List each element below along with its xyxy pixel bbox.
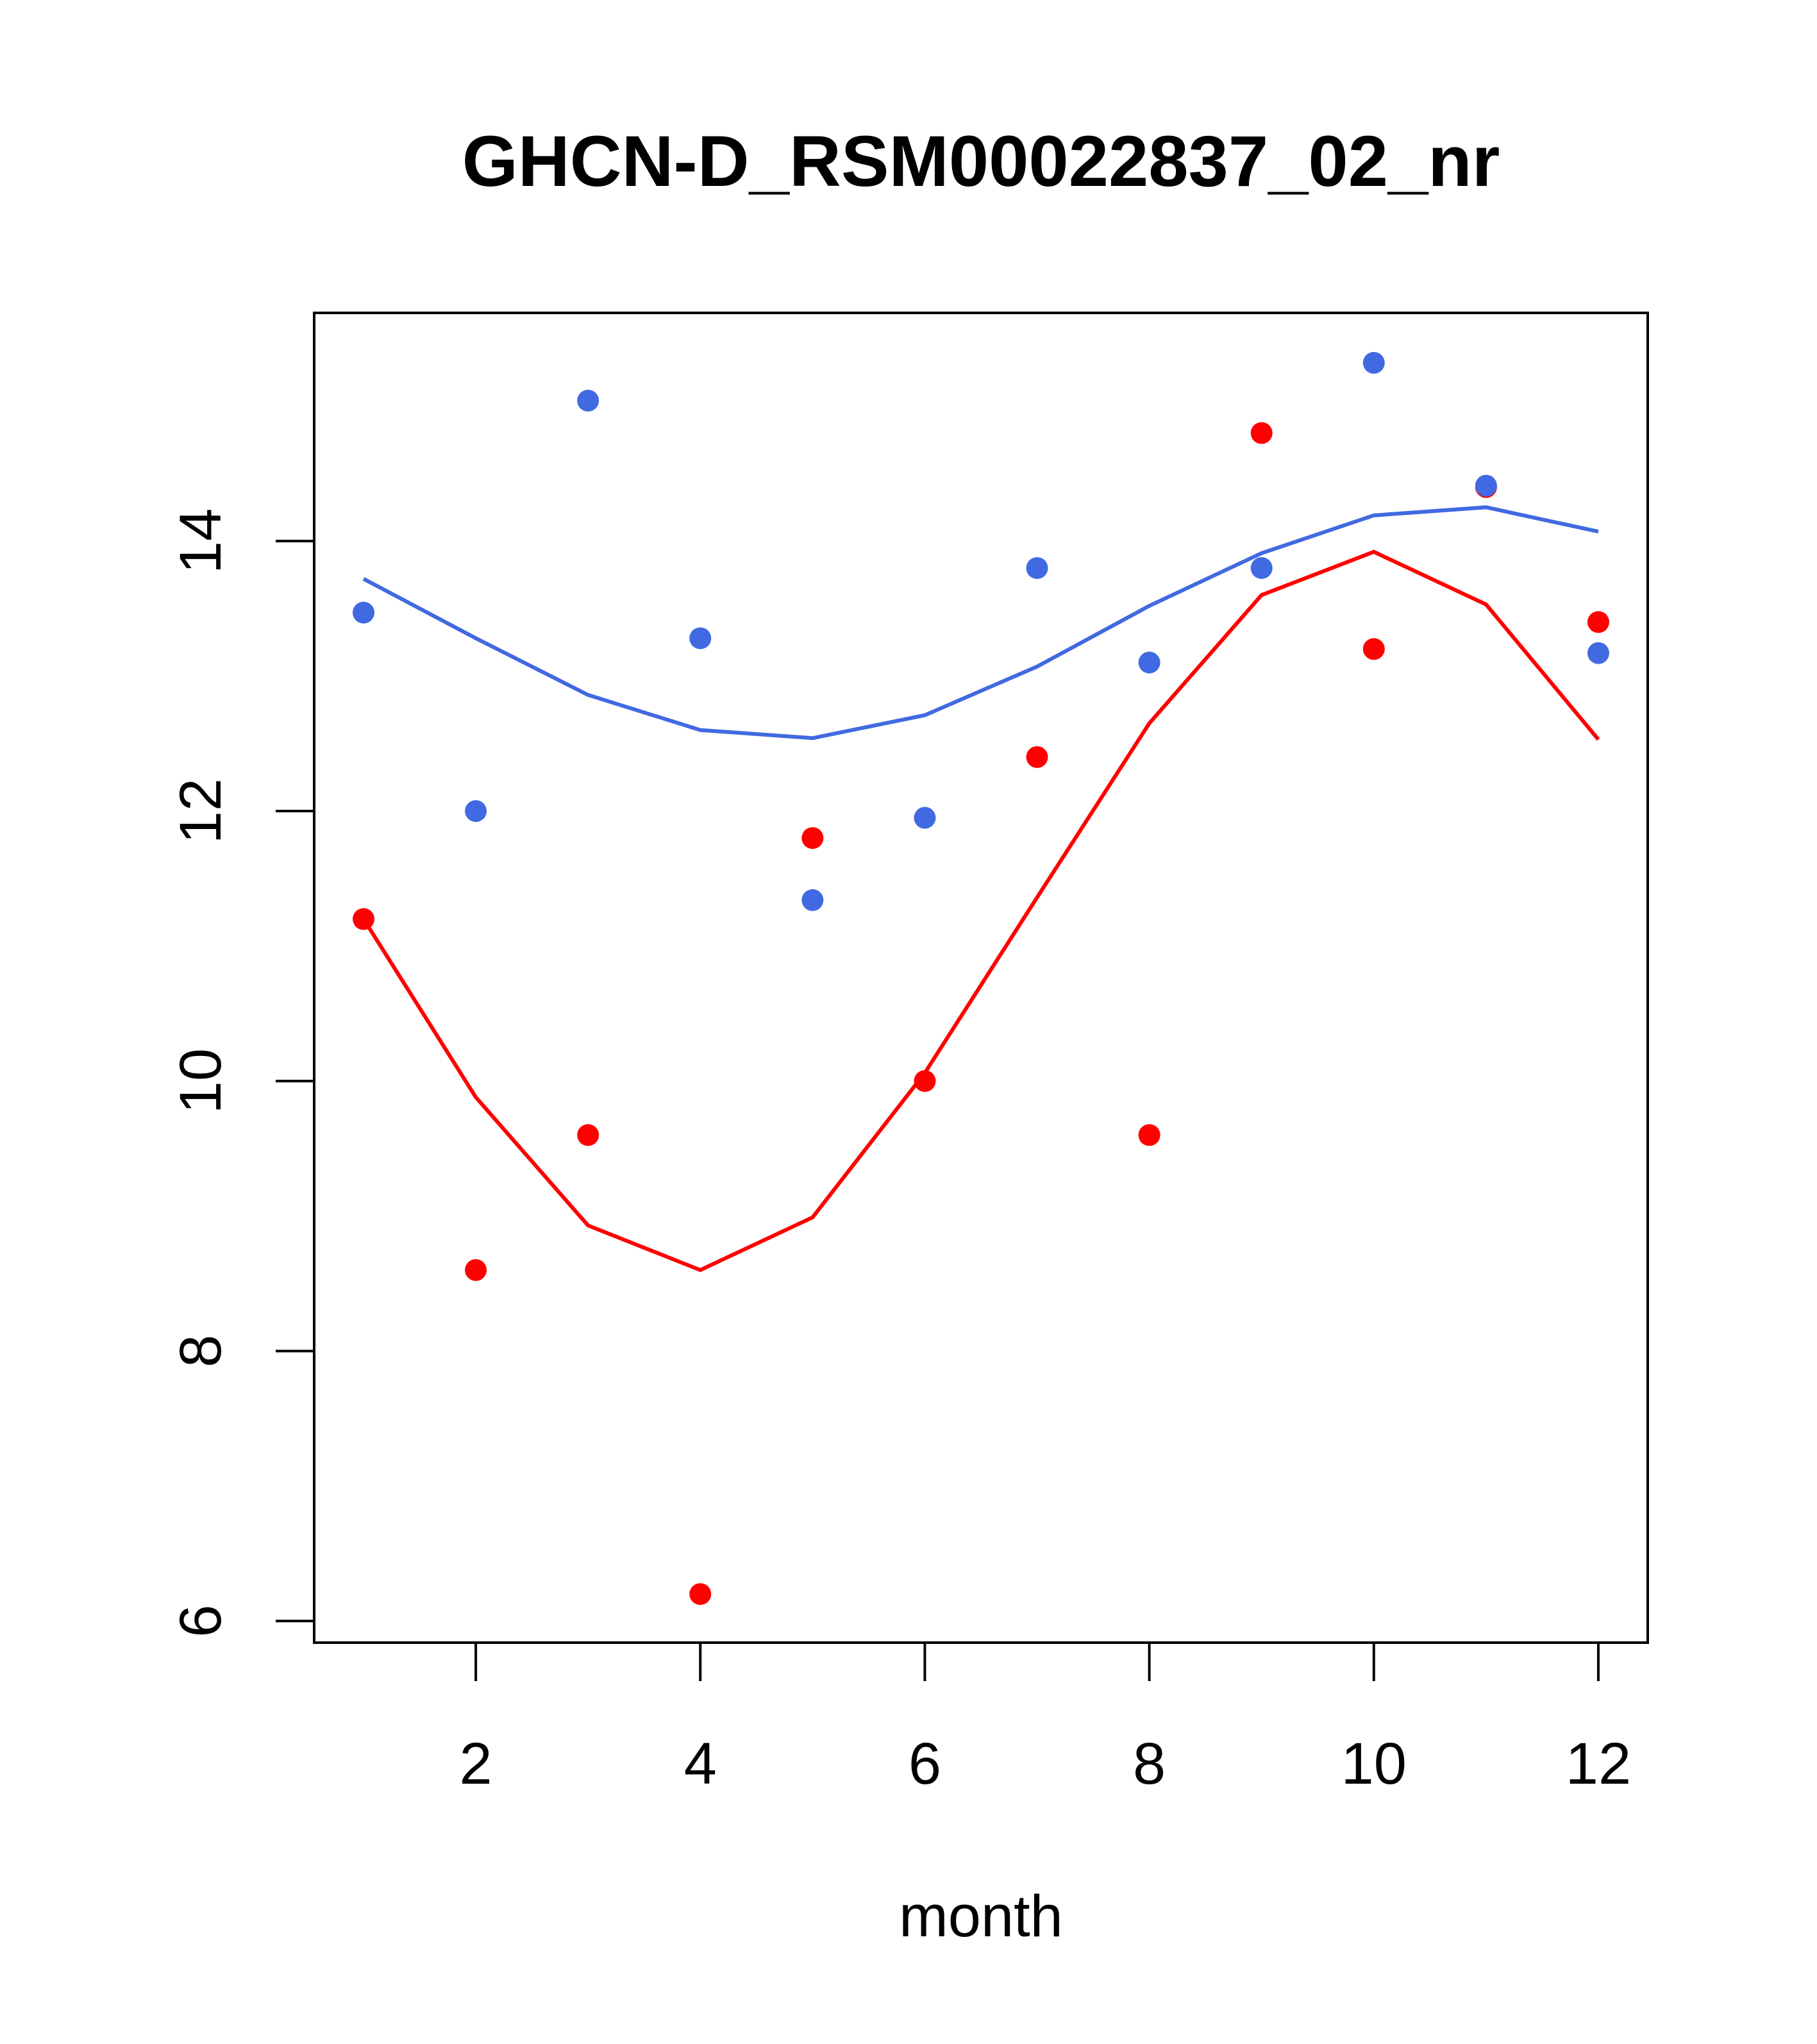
data-point: [1587, 611, 1609, 633]
data-point: [1362, 351, 1385, 374]
data-point: [1475, 474, 1497, 497]
series-line: [362, 549, 1600, 1273]
data-point: [1250, 422, 1273, 444]
data-point: [914, 1070, 936, 1093]
chart-title: GHCN-D_RSM00022837_02_nr: [462, 121, 1500, 201]
data-point: [801, 827, 824, 850]
x-tick-label: 4: [684, 1731, 717, 1797]
data-point: [914, 807, 936, 829]
data-point: [465, 1259, 487, 1281]
series-line: [362, 505, 1599, 741]
x-tick-label: 12: [1566, 1731, 1631, 1797]
x-tick-label: 2: [460, 1731, 492, 1797]
y-axis: 6 8 10 12 14: [168, 508, 315, 1638]
data-point: [465, 800, 487, 822]
x-tick-label: 8: [1133, 1731, 1166, 1797]
data-point: [1138, 651, 1160, 674]
x-tick-label: 6: [908, 1731, 941, 1797]
data-point: [689, 627, 712, 649]
plot-frame: [313, 312, 1649, 1644]
data-point: [353, 601, 375, 624]
data-point: [1587, 642, 1609, 664]
y-tick-label: 6: [168, 1605, 233, 1638]
data-point: [1250, 557, 1273, 579]
y-tick-label: 12: [168, 778, 233, 844]
data-point: [1026, 746, 1048, 768]
data-point: [1362, 638, 1385, 660]
data-point: [353, 908, 375, 930]
data-point: [1138, 1124, 1160, 1146]
data-point: [577, 389, 599, 412]
plot-marks: [353, 351, 1609, 1605]
y-tick-label: 14: [168, 508, 233, 574]
x-tick-label: 10: [1341, 1731, 1407, 1797]
data-point: [577, 1124, 599, 1146]
x-axis: 2 4 6 8 10 12: [460, 1641, 1631, 1797]
y-tick-label: 8: [168, 1335, 233, 1368]
x-axis-label: month: [899, 1884, 1063, 1949]
data-point: [801, 889, 824, 911]
data-point: [689, 1583, 712, 1605]
y-tick-label: 10: [168, 1048, 233, 1114]
data-point: [1026, 557, 1048, 579]
